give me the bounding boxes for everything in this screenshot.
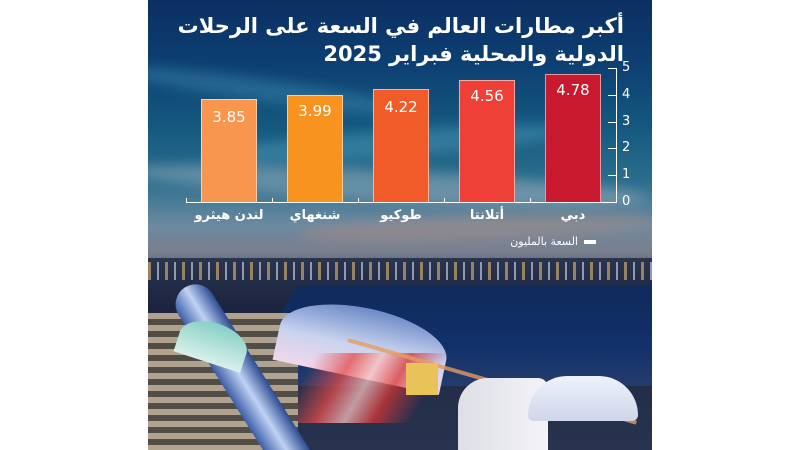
bar-value-label: 4.78	[556, 81, 590, 99]
bar-value-label: 3.99	[298, 102, 332, 120]
title-line-1: أكبر مطارات العالم في السعة على الرحلات	[177, 14, 624, 38]
yellow-building	[406, 363, 438, 395]
category-label-tokyo: طوكيو	[380, 208, 422, 223]
y-tick-label: 2	[622, 140, 631, 155]
y-axis-tick-4	[608, 95, 616, 96]
bar-value-label: 4.56	[470, 87, 504, 105]
chart-legend: السعة بالمليون	[510, 235, 596, 248]
city-lights	[148, 262, 652, 280]
x-axis-tick	[444, 198, 445, 202]
bar-dubai: 4.78	[545, 74, 601, 202]
y-tick-label: 4	[622, 87, 631, 102]
legend-swatch	[584, 239, 596, 244]
bar-shanghai: 3.99	[287, 95, 343, 202]
y-axis-tick-2	[608, 148, 616, 149]
bar-atlanta: 4.56	[459, 80, 515, 202]
concourse-building	[528, 376, 638, 421]
x-axis-tick	[358, 198, 359, 202]
category-label-shanghai: شنغهاي	[289, 208, 341, 223]
y-tick-label: 0	[622, 194, 631, 209]
y-tick-label: 5	[622, 60, 631, 75]
category-label-atlanta: أتلانتا	[469, 208, 505, 223]
chart-title: أكبر مطارات العالم في السعة على الرحلات …	[164, 12, 624, 68]
bar-value-label: 3.85	[212, 108, 246, 126]
bar-london-heathrow: 3.85	[201, 99, 257, 202]
y-axis-tick-3	[608, 122, 616, 123]
infographic-panel: أكبر مطارات العالم في السعة على الرحلات …	[148, 0, 652, 450]
legend-label: السعة بالمليون	[510, 235, 578, 248]
x-axis-tick	[272, 198, 273, 202]
bar-value-label: 4.22	[384, 98, 418, 116]
x-axis-line	[186, 202, 616, 203]
y-axis-line	[616, 68, 617, 203]
category-label-dubai: دبي	[560, 208, 586, 223]
x-axis-tick	[530, 198, 531, 202]
category-label-london-heathrow: لندن هيثرو	[194, 208, 264, 223]
y-axis-tick-1	[608, 175, 616, 176]
y-tick-label: 1	[622, 167, 631, 182]
airport-night-photo	[148, 258, 652, 450]
x-axis-tick	[186, 198, 187, 202]
bar-tokyo: 4.22	[373, 89, 429, 202]
y-tick-label: 3	[622, 114, 631, 129]
y-axis-tick-5	[608, 68, 616, 69]
title-line-2: الدولية والمحلية فبراير 2025	[323, 42, 624, 66]
